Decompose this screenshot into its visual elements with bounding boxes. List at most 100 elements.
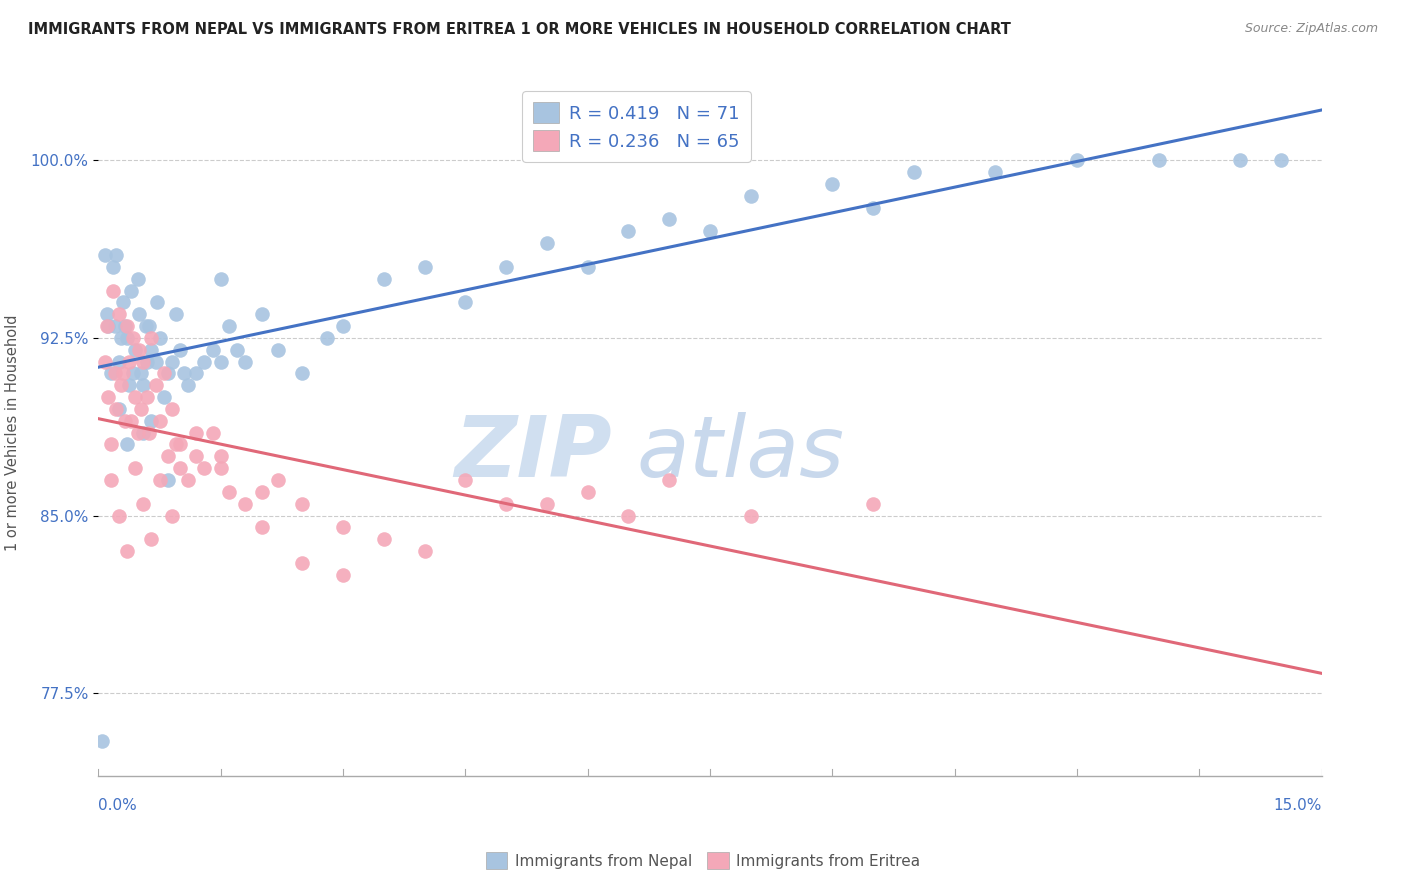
Point	[413, 544, 436, 558]
Point	[740, 508, 762, 523]
Point	[201, 343, 224, 357]
Point	[108, 307, 131, 321]
Point	[373, 271, 395, 285]
Point	[862, 201, 884, 215]
Point	[104, 367, 127, 381]
Point	[218, 319, 240, 334]
Point	[128, 343, 150, 357]
Point	[105, 248, 128, 262]
Point	[617, 508, 640, 523]
Point	[454, 295, 477, 310]
Point	[118, 354, 141, 368]
Y-axis label: 1 or more Vehicles in Household: 1 or more Vehicles in Household	[4, 314, 20, 551]
Point	[1066, 153, 1088, 168]
Point	[108, 354, 131, 368]
Point	[104, 319, 127, 334]
Point	[138, 319, 160, 334]
Text: atlas: atlas	[637, 412, 845, 495]
Point	[160, 401, 183, 416]
Point	[413, 260, 436, 274]
Point	[117, 378, 139, 392]
Point	[105, 401, 128, 416]
Point	[291, 497, 314, 511]
Point	[218, 484, 240, 499]
Point	[111, 295, 134, 310]
Point	[156, 367, 179, 381]
Point	[699, 224, 721, 238]
Point	[291, 367, 314, 381]
Point	[169, 343, 191, 357]
Point	[149, 473, 172, 487]
Point	[136, 390, 159, 404]
Point	[141, 414, 163, 428]
Point	[454, 473, 477, 487]
Point	[124, 390, 146, 404]
Point	[169, 437, 191, 451]
Point	[250, 520, 273, 534]
Point	[226, 343, 249, 357]
Point	[114, 414, 136, 428]
Point	[332, 567, 354, 582]
Point	[332, 319, 354, 334]
Point	[114, 319, 136, 334]
Point	[209, 450, 232, 464]
Point	[115, 437, 138, 451]
Point	[138, 425, 160, 440]
Point	[169, 461, 191, 475]
Point	[145, 354, 167, 368]
Point	[110, 378, 132, 392]
Point	[267, 343, 290, 357]
Text: Source: ZipAtlas.com: Source: ZipAtlas.com	[1244, 22, 1378, 36]
Point	[267, 473, 290, 487]
Point	[146, 295, 169, 310]
Point	[132, 497, 155, 511]
Point	[120, 414, 142, 428]
Point	[209, 271, 232, 285]
Point	[332, 520, 354, 534]
Point	[576, 260, 599, 274]
Point	[495, 497, 517, 511]
Legend: Immigrants from Nepal, Immigrants from Eritrea: Immigrants from Nepal, Immigrants from E…	[479, 846, 927, 875]
Point	[120, 284, 142, 298]
Point	[96, 319, 118, 334]
Point	[233, 354, 256, 368]
Point	[536, 497, 558, 511]
Point	[94, 248, 117, 262]
Text: 0.0%: 0.0%	[98, 798, 138, 814]
Point	[94, 354, 117, 368]
Point	[862, 497, 884, 511]
Point	[100, 437, 122, 451]
Point	[156, 450, 179, 464]
Text: ZIP: ZIP	[454, 412, 612, 495]
Point	[250, 484, 273, 499]
Point	[495, 260, 517, 274]
Point	[108, 401, 131, 416]
Point	[165, 437, 187, 451]
Point	[186, 450, 208, 464]
Point	[127, 271, 149, 285]
Point	[209, 461, 232, 475]
Point	[108, 508, 131, 523]
Point	[91, 733, 114, 747]
Point	[128, 307, 150, 321]
Point	[152, 367, 174, 381]
Point	[156, 473, 179, 487]
Point	[740, 188, 762, 202]
Point	[129, 367, 152, 381]
Point	[141, 343, 163, 357]
Point	[97, 319, 120, 334]
Point	[96, 307, 118, 321]
Point	[132, 378, 155, 392]
Point	[132, 354, 155, 368]
Point	[165, 307, 187, 321]
Point	[177, 473, 200, 487]
Point	[115, 544, 138, 558]
Point	[124, 343, 146, 357]
Point	[136, 354, 159, 368]
Point	[115, 331, 138, 345]
Point	[141, 532, 163, 546]
Point	[536, 236, 558, 251]
Point	[111, 367, 134, 381]
Legend: R = 0.419   N = 71, R = 0.236   N = 65: R = 0.419 N = 71, R = 0.236 N = 65	[523, 91, 751, 162]
Point	[250, 307, 273, 321]
